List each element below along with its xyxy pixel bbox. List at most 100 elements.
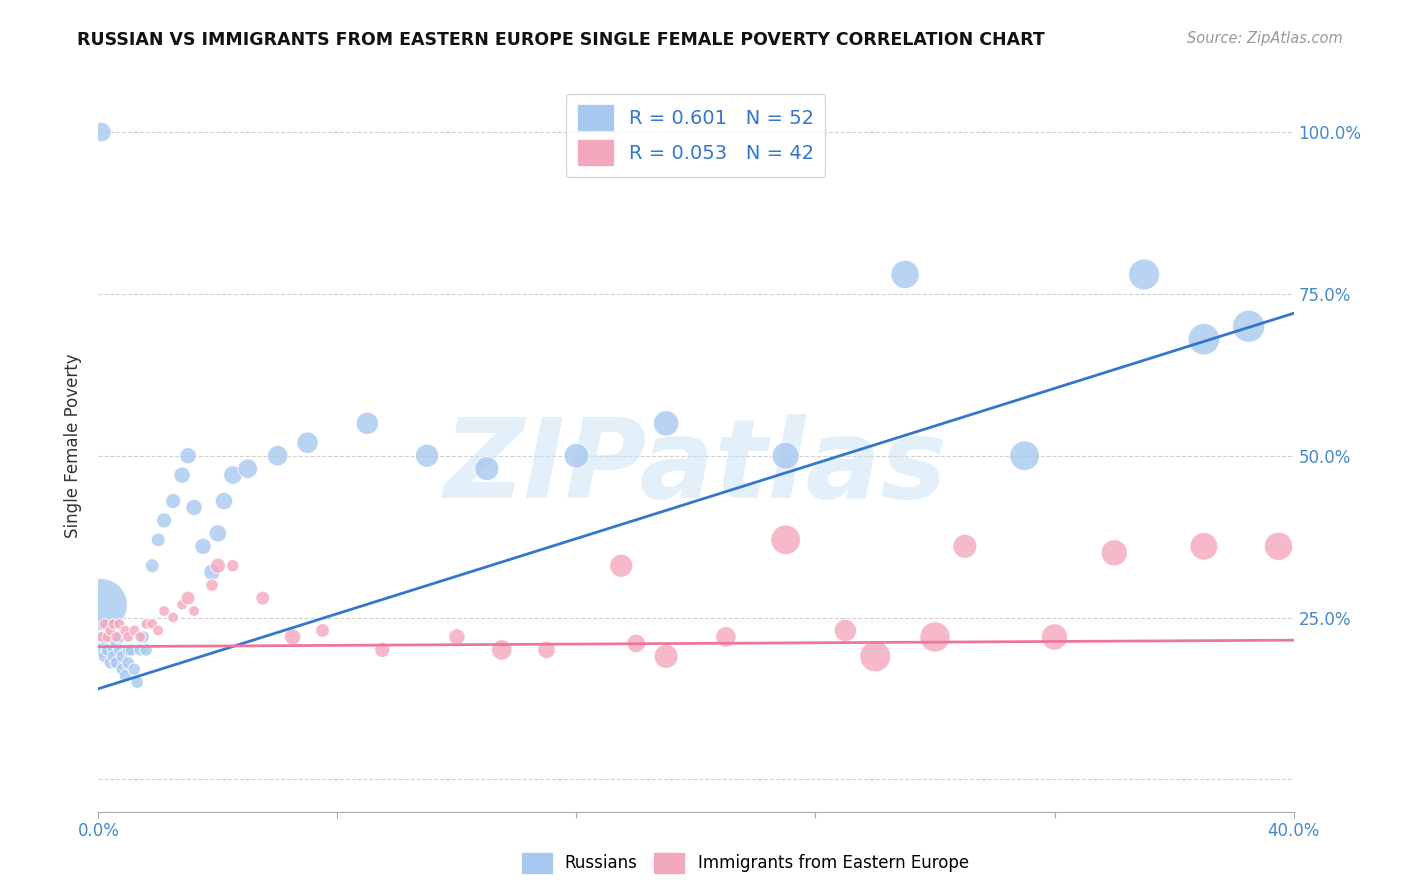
Point	[281, 630, 304, 644]
Point	[129, 630, 152, 644]
Text: ZIPatlas: ZIPatlas	[444, 415, 948, 522]
Point	[475, 461, 498, 475]
Point	[775, 533, 797, 547]
Point	[1267, 539, 1289, 553]
Point	[1192, 332, 1215, 346]
Point	[177, 591, 200, 606]
Point	[90, 598, 112, 612]
Point	[108, 630, 131, 644]
Point	[177, 449, 200, 463]
Point	[416, 449, 439, 463]
Point	[924, 630, 946, 644]
Point	[356, 417, 378, 431]
Point	[103, 617, 125, 632]
Point	[371, 643, 394, 657]
Point	[1043, 630, 1066, 644]
Point	[114, 624, 136, 638]
Point	[105, 656, 128, 670]
Point	[446, 630, 468, 644]
Point	[953, 539, 976, 553]
Point	[96, 636, 118, 650]
Point	[1192, 539, 1215, 553]
Point	[93, 617, 115, 632]
Point	[127, 675, 149, 690]
Point	[626, 636, 648, 650]
Point	[98, 624, 122, 638]
Point	[124, 624, 146, 638]
Point	[114, 669, 136, 683]
Point	[153, 513, 176, 527]
Point	[141, 617, 163, 632]
Point	[148, 624, 170, 638]
Y-axis label: Single Female Poverty: Single Female Poverty	[65, 354, 83, 538]
Point	[1237, 319, 1260, 334]
Point	[565, 449, 588, 463]
Point	[655, 417, 678, 431]
Point	[132, 630, 155, 644]
Point	[775, 449, 797, 463]
Point	[1014, 449, 1036, 463]
Point	[135, 643, 157, 657]
Point	[183, 500, 205, 515]
Point	[120, 643, 142, 657]
Point	[153, 604, 176, 618]
Point	[108, 643, 131, 657]
Point	[536, 643, 558, 657]
Point	[252, 591, 274, 606]
Point	[222, 558, 245, 573]
Point	[894, 268, 917, 282]
Point	[93, 649, 115, 664]
Point	[222, 468, 245, 483]
Point	[834, 624, 856, 638]
Point	[311, 624, 333, 638]
Point	[98, 630, 122, 644]
Point	[191, 539, 214, 553]
Point	[183, 604, 205, 618]
Point	[90, 125, 112, 139]
Point	[207, 526, 229, 541]
Text: Source: ZipAtlas.com: Source: ZipAtlas.com	[1187, 31, 1343, 46]
Point	[135, 617, 157, 632]
Point	[491, 643, 513, 657]
Point	[610, 558, 633, 573]
Point	[207, 558, 229, 573]
Point	[90, 630, 112, 644]
Point	[103, 643, 125, 657]
Point	[124, 662, 146, 676]
Point	[111, 662, 134, 676]
Point	[172, 468, 194, 483]
Point	[714, 630, 737, 644]
Legend: Russians, Immigrants from Eastern Europe: Russians, Immigrants from Eastern Europe	[515, 847, 976, 880]
Point	[297, 435, 319, 450]
Point	[267, 449, 290, 463]
Point	[655, 649, 678, 664]
Point	[98, 656, 122, 670]
Point	[117, 643, 139, 657]
Point	[865, 649, 887, 664]
Point	[96, 643, 118, 657]
Text: RUSSIAN VS IMMIGRANTS FROM EASTERN EUROPE SINGLE FEMALE POVERTY CORRELATION CHAR: RUSSIAN VS IMMIGRANTS FROM EASTERN EUROP…	[77, 31, 1045, 49]
Point	[105, 636, 128, 650]
Legend: R = 0.601   N = 52, R = 0.053   N = 42: R = 0.601 N = 52, R = 0.053 N = 42	[567, 94, 825, 177]
Point	[172, 598, 194, 612]
Point	[111, 649, 134, 664]
Point	[201, 578, 224, 592]
Point	[129, 643, 152, 657]
Point	[103, 649, 125, 664]
Point	[1133, 268, 1156, 282]
Point	[96, 630, 118, 644]
Point	[90, 643, 112, 657]
Point	[162, 610, 184, 624]
Point	[108, 617, 131, 632]
Point	[148, 533, 170, 547]
Point	[236, 461, 259, 475]
Point	[105, 630, 128, 644]
Point	[117, 630, 139, 644]
Point	[1104, 546, 1126, 560]
Point	[141, 558, 163, 573]
Point	[93, 630, 115, 644]
Point	[212, 494, 235, 508]
Point	[162, 494, 184, 508]
Point	[117, 656, 139, 670]
Point	[201, 566, 224, 580]
